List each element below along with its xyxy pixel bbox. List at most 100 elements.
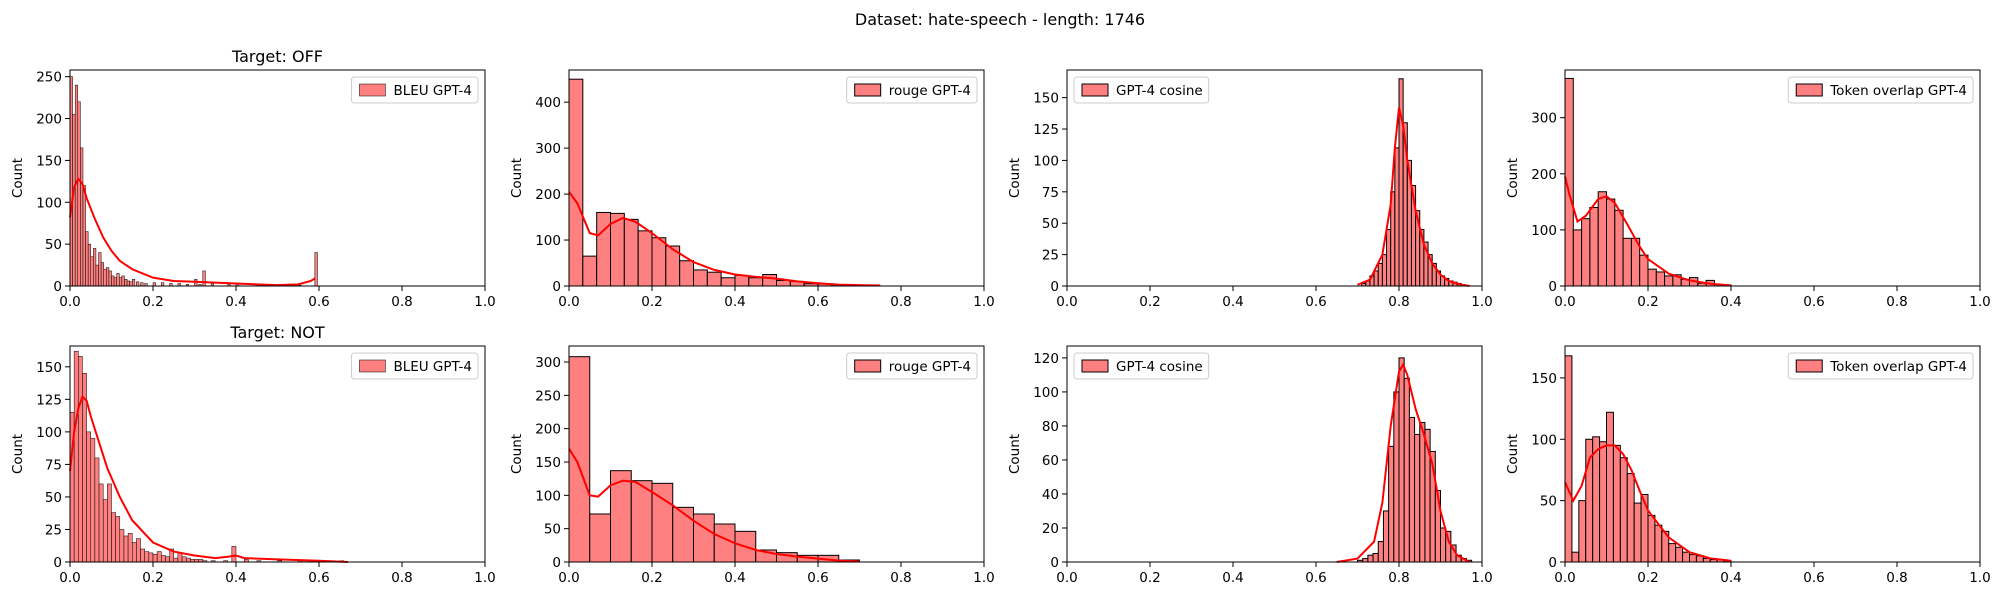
histogram-bar xyxy=(637,230,653,287)
y-axis-label: Count xyxy=(10,434,26,474)
axes-frame xyxy=(1564,69,1981,287)
histogram-bar xyxy=(1647,514,1656,563)
legend-swatch xyxy=(854,359,882,373)
y-tick-label: 100 xyxy=(36,195,62,211)
axes-frame xyxy=(1564,345,1981,563)
y-tick-label: 100 xyxy=(36,425,62,441)
histogram-bar xyxy=(123,535,129,563)
subplot-title: Target: OFF xyxy=(231,47,323,66)
x-tick-label: 0.2 xyxy=(641,570,662,586)
x-tick-label: 0.8 xyxy=(1886,570,1907,586)
histogram-bar xyxy=(127,533,133,563)
axes-frame xyxy=(568,69,985,287)
x-tick-label: 0.2 xyxy=(142,294,163,310)
histogram-bar xyxy=(1398,357,1405,563)
histogram-bar xyxy=(762,274,777,287)
histogram-bar xyxy=(582,255,598,287)
histogram-bar xyxy=(734,274,750,287)
histogram-bar xyxy=(1377,262,1383,287)
histogram-bar xyxy=(1440,527,1447,563)
y-tick-label: 300 xyxy=(1531,111,1557,127)
legend-label: Token overlap GPT-4 xyxy=(1829,83,1967,99)
histogram-bar xyxy=(1682,551,1690,563)
histogram-bar xyxy=(1614,209,1624,287)
histogram-bar xyxy=(98,252,102,287)
histogram-bar xyxy=(693,269,708,287)
histogram-bar xyxy=(181,556,187,563)
x-tick-label: 0.0 xyxy=(59,294,80,310)
x-tick-label: 0.2 xyxy=(1637,570,1658,586)
histogram-bar xyxy=(1581,218,1591,287)
axes-frame xyxy=(69,345,486,563)
kde-line xyxy=(69,177,316,287)
histogram-bar xyxy=(93,248,97,287)
histogram-bar xyxy=(672,506,694,563)
histogram-bar xyxy=(202,270,206,287)
histogram-bar xyxy=(78,356,83,563)
histogram-bar xyxy=(1633,502,1642,563)
histogram-bar xyxy=(1377,541,1384,563)
histogram-bar xyxy=(630,480,653,563)
histogram-bar xyxy=(95,264,99,287)
histogram-bar xyxy=(651,237,667,287)
subplot-1: 0.0 0.2 0.4 0.6 0.8 1.0 0 50 100 150 200 250 Count Ta… xyxy=(10,47,496,310)
histogram-bar xyxy=(132,279,136,287)
histogram-bar xyxy=(1639,254,1649,287)
y-tick-label: 150 xyxy=(535,455,561,471)
histogram-bar xyxy=(1367,554,1374,563)
histogram-bar xyxy=(693,513,715,563)
x-tick-label: 1.0 xyxy=(1969,570,1990,586)
x-tick-label: 0.0 xyxy=(1554,570,1575,586)
axes-frame xyxy=(1066,345,1483,563)
subplot-4: 0.0 0.2 0.4 0.6 0.8 1.0 0 100 200 300 Count Token o… xyxy=(1505,69,1991,310)
y-tick-label: 125 xyxy=(1033,122,1059,138)
y-tick-label: 0 xyxy=(1050,555,1059,571)
y-axis-label: Count xyxy=(10,158,26,198)
x-tick-label: 0.4 xyxy=(1222,570,1243,586)
histogram-bar xyxy=(568,78,584,287)
x-tick-label: 0.2 xyxy=(1637,294,1658,310)
legend-box xyxy=(350,76,479,104)
histogram-bar xyxy=(1626,473,1635,563)
x-tick-label: 0.8 xyxy=(1886,294,1907,310)
histogram-bar xyxy=(1394,147,1400,287)
legend: BLEU GPT-4 xyxy=(350,352,479,380)
panels: 0.0 0.2 0.4 0.6 0.8 1.0050100150200250CountTa… xyxy=(10,47,1991,586)
y-tick-label: 400 xyxy=(535,95,561,111)
histogram-bar xyxy=(610,212,625,287)
subplot-2: 0.0 0.2 0.4 0.6 0.8 1.0 0 100 200 300 400 Count roug… xyxy=(509,69,995,310)
y-tick-label: 150 xyxy=(1033,91,1059,107)
y-tick-label: 40 xyxy=(1042,487,1059,503)
histogram-bar xyxy=(115,516,121,563)
histogram-bar xyxy=(1381,254,1388,287)
histogram-bar xyxy=(107,483,112,563)
y-tick-label: 50 xyxy=(45,490,62,506)
x-tick-label: 1.0 xyxy=(1969,294,1990,310)
y-tick-label: 200 xyxy=(1531,167,1557,183)
legend-label: Token overlap GPT-4 xyxy=(1829,359,1967,375)
x-tick-label: 0.6 xyxy=(807,570,828,586)
y-tick-label: 50 xyxy=(1042,216,1059,232)
y-axis-label: Count xyxy=(1007,158,1023,198)
y-tick-label: 300 xyxy=(535,141,561,157)
x-tick-label: 1.0 xyxy=(1471,294,1492,310)
histogram-bar xyxy=(706,271,722,287)
legend: GPT-4 cosine xyxy=(1073,352,1210,380)
histogram-bar xyxy=(1655,271,1666,287)
y-tick-label: 75 xyxy=(45,457,62,473)
x-tick-label: 0.8 xyxy=(391,294,412,310)
histogram-bar xyxy=(161,555,166,563)
x-tick-label: 0.2 xyxy=(641,294,662,310)
histogram-bar xyxy=(144,551,150,563)
y-tick-label: 0 xyxy=(552,279,561,295)
histogram-bar xyxy=(720,277,736,287)
histogram-bar xyxy=(185,557,191,563)
legend: GPT-4 cosine xyxy=(1073,76,1210,104)
legend: BLEU GPT-4 xyxy=(350,76,479,104)
histogram-bar xyxy=(113,277,117,287)
histogram-bar xyxy=(98,483,104,563)
histogram-bar xyxy=(1382,510,1390,563)
legend-box xyxy=(1787,76,1974,104)
histogram-bar xyxy=(314,252,318,287)
